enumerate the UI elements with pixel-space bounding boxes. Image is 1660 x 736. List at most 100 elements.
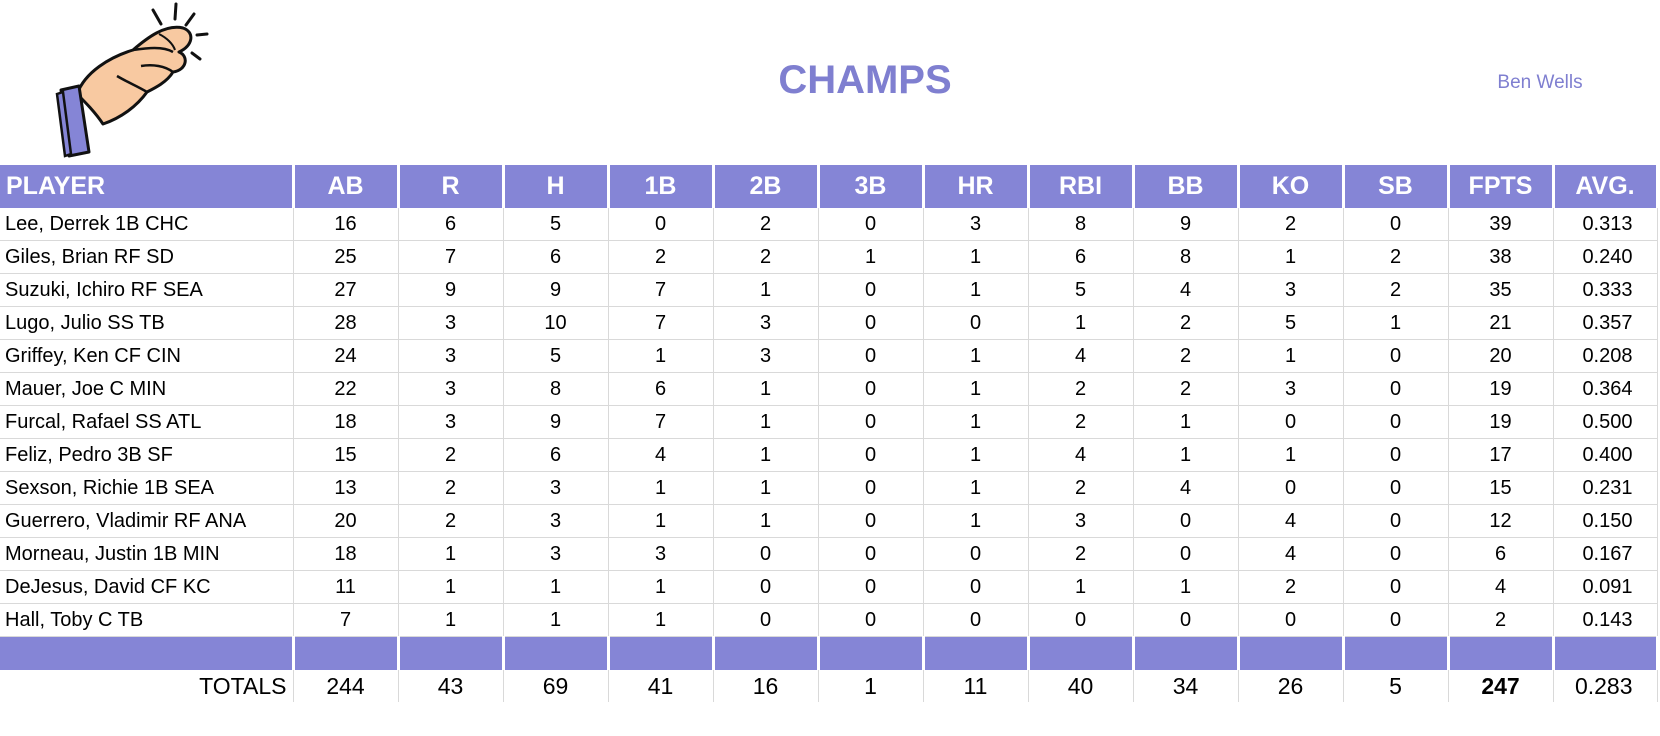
stat-cell-avg: 0.143 [1553,603,1658,637]
stat-cell-2b: 0 [713,537,819,571]
column-header-r: R [398,165,505,208]
owner-name: Ben Wells [1497,72,1583,93]
stat-cell-sb: 0 [1343,405,1449,439]
total-cell-h: 69 [503,670,609,702]
total-cell-ab: 244 [293,670,399,702]
stats-table: PLAYER AB R H 1B 2B 3B HR RBI BB KO SB FPTS AVG. Lee,… [0,165,1659,702]
column-header-bb: BB [1133,165,1240,208]
stat-cell-ab: 28 [293,306,399,340]
stat-cell-fpts: 6 [1448,537,1554,571]
total-cell-fpts: 247 [1448,670,1554,702]
total-cell-avg: 0.283 [1553,670,1658,702]
band-cell [1028,636,1135,670]
stat-cell-bb: 1 [1133,438,1239,472]
stat-cell-3b: 0 [818,537,924,571]
stat-cell-avg: 0.333 [1553,273,1658,307]
column-header-ko: KO [1238,165,1345,208]
player-name-cell: Sexson, Richie 1B SEA [0,471,294,505]
stat-cell-2b: 0 [713,603,819,637]
stat-cell-2b: 1 [713,273,819,307]
stat-cell-ko: 0 [1238,471,1344,505]
stat-cell-sb: 1 [1343,306,1449,340]
stat-cell-3b: 0 [818,603,924,637]
stat-cell-2b: 1 [713,405,819,439]
stat-cell-3b: 1 [818,240,924,274]
player-name-cell: Furcal, Rafael SS ATL [0,405,294,439]
stat-cell-h: 1 [503,570,609,604]
stat-cell-ko: 0 [1238,405,1344,439]
column-header-3b: 3B [818,165,925,208]
stat-cell-r: 3 [398,405,504,439]
stat-cell-ab: 24 [293,339,399,373]
stat-cell-hr: 3 [923,208,1029,241]
player-name-cell: Giles, Brian RF SD [0,240,294,274]
stat-cell-3b: 0 [818,306,924,340]
stat-cell-1b: 7 [608,306,714,340]
stat-cell-3b: 0 [818,405,924,439]
player-name-cell: DeJesus, David CF KC [0,570,294,604]
stat-cell-1b: 1 [608,471,714,505]
stat-cell-avg: 0.313 [1553,208,1658,241]
column-header-fpts: FPTS [1448,165,1555,208]
stat-cell-sb: 0 [1343,570,1449,604]
table-row: Guerrero, Vladimir RF ANA 20 2 3 1 1 0 1 3 0 4 0 12 0… [0,504,1658,538]
player-name-cell: Mauer, Joe C MIN [0,372,294,406]
stat-cell-r: 2 [398,504,504,538]
stat-cell-h: 10 [503,306,609,340]
stat-cell-sb: 2 [1343,240,1449,274]
stat-cell-rbi: 2 [1028,372,1134,406]
band-cell [713,636,820,670]
stat-cell-avg: 0.400 [1553,438,1658,472]
stat-cell-avg: 0.091 [1553,570,1658,604]
stat-cell-ab: 7 [293,603,399,637]
stat-cell-sb: 0 [1343,537,1449,571]
stat-cell-3b: 0 [818,438,924,472]
stat-cell-sb: 0 [1343,438,1449,472]
stat-cell-2b: 1 [713,372,819,406]
stat-cell-ko: 2 [1238,208,1344,241]
player-name-cell: Suzuki, Ichiro RF SEA [0,273,294,307]
stat-cell-2b: 2 [713,240,819,274]
stat-cell-h: 5 [503,339,609,373]
stat-cell-rbi: 6 [1028,240,1134,274]
player-name-cell: Lee, Derrek 1B CHC [0,208,294,241]
fingers-crossed-hand-icon [55,2,209,158]
stat-cell-ko: 3 [1238,372,1344,406]
stat-cell-fpts: 39 [1448,208,1554,241]
stat-cell-h: 3 [503,471,609,505]
stat-cell-1b: 7 [608,405,714,439]
band-cell [293,636,400,670]
band-cell [398,636,505,670]
table-body: Lee, Derrek 1B CHC 16 6 5 0 2 0 3 8 9 2 0 39 0.313 Gil… [0,208,1659,702]
stat-cell-r: 6 [398,208,504,241]
stat-cell-ab: 11 [293,570,399,604]
team-title: CHAMPS [778,58,952,102]
stat-cell-bb: 4 [1133,273,1239,307]
player-name-cell: Morneau, Justin 1B MIN [0,537,294,571]
stat-cell-rbi: 4 [1028,339,1134,373]
stat-cell-r: 9 [398,273,504,307]
stat-cell-ab: 22 [293,372,399,406]
stat-cell-avg: 0.167 [1553,537,1658,571]
stat-cell-fpts: 35 [1448,273,1554,307]
band-cell [1238,636,1345,670]
band-cell [1553,636,1659,670]
table-row: Sexson, Richie 1B SEA 13 2 3 1 1 0 1 2 4 0 0 15 0.231 [0,471,1658,505]
table-row: Suzuki, Ichiro RF SEA 27 9 9 7 1 0 1 5 4 3 2 35 0.333 [0,273,1658,307]
stat-cell-bb: 0 [1133,537,1239,571]
stat-cell-2b: 1 [713,438,819,472]
stat-cell-fpts: 21 [1448,306,1554,340]
column-header-2b: 2B [713,165,820,208]
stat-cell-h: 9 [503,405,609,439]
stat-cell-3b: 0 [818,208,924,241]
stat-cell-sb: 0 [1343,208,1449,241]
stat-cell-bb: 8 [1133,240,1239,274]
stat-cell-1b: 1 [608,603,714,637]
player-name-cell: Hall, Toby C TB [0,603,294,637]
stat-cell-3b: 0 [818,471,924,505]
stat-cell-bb: 0 [1133,504,1239,538]
stat-cell-1b: 1 [608,570,714,604]
stat-cell-h: 8 [503,372,609,406]
stat-cell-avg: 0.364 [1553,372,1658,406]
